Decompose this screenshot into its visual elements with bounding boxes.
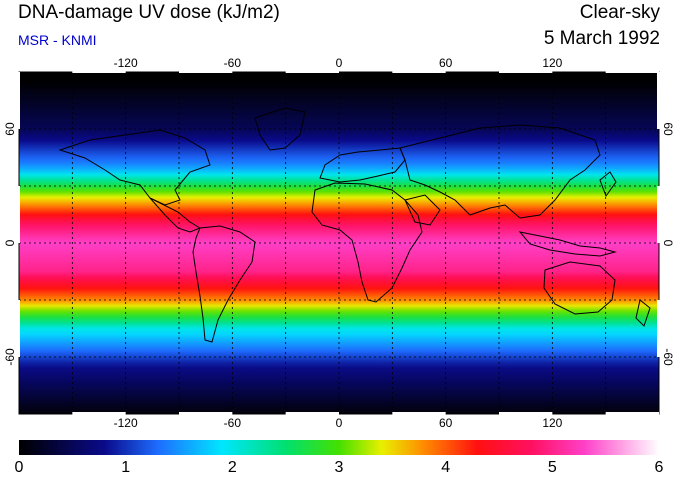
colorbar bbox=[19, 440, 659, 455]
lon-tick-label: 120 bbox=[542, 56, 562, 70]
colorbar-tick-label: 3 bbox=[334, 459, 344, 476]
frame-segment bbox=[657, 186, 660, 243]
lat-tick-label: -60 bbox=[3, 348, 17, 366]
graticule bbox=[19, 72, 659, 414]
coastline-south-america bbox=[192, 225, 256, 343]
lat-tick-label: -60 bbox=[661, 348, 675, 366]
coastline-indonesia bbox=[518, 231, 617, 257]
frame-segment bbox=[605, 70, 659, 73]
latitude-labels-right: 60 0 -60 bbox=[661, 122, 675, 366]
frame-segment bbox=[657, 300, 660, 357]
frame-segment bbox=[499, 70, 553, 73]
frame-segment bbox=[285, 70, 339, 73]
lon-tick-label: 60 bbox=[439, 416, 453, 430]
frame-segment bbox=[605, 412, 659, 415]
date-label: 5 March 1992 bbox=[543, 28, 660, 49]
source-label: MSR - KNMI bbox=[18, 32, 97, 48]
coastline-asia bbox=[399, 124, 601, 219]
lon-tick-label: -120 bbox=[114, 416, 138, 430]
colorbar-tick-label: 4 bbox=[441, 459, 451, 476]
colorbar-tick-label: 5 bbox=[547, 459, 557, 476]
frame-segment bbox=[657, 72, 660, 129]
colorbar-tick-label: 6 bbox=[654, 459, 664, 476]
latitude-labels-left: 60 0 -60 bbox=[3, 122, 17, 366]
coastline-australia bbox=[543, 261, 616, 315]
colorbar-tick-label: 2 bbox=[227, 459, 237, 476]
coastline-new-zealand bbox=[635, 299, 651, 327]
frame-segment bbox=[17, 72, 20, 129]
longitude-labels-bottom: -120 -60 0 60 120 bbox=[114, 416, 563, 430]
map-title: DNA-damage UV dose (kJ/m2) bbox=[18, 2, 280, 23]
frame-segment bbox=[499, 412, 553, 415]
colorbar-tick-label: 1 bbox=[121, 459, 131, 476]
coastlines bbox=[58, 107, 651, 343]
lon-tick-label: -60 bbox=[224, 56, 242, 70]
lat-tick-label: 0 bbox=[661, 240, 675, 247]
coastline-arabia bbox=[404, 194, 441, 226]
lon-tick-label: 60 bbox=[439, 56, 453, 70]
frame-segment bbox=[392, 70, 446, 73]
frame-segment bbox=[72, 412, 126, 415]
lon-tick-label: 0 bbox=[336, 416, 343, 430]
lat-tick-label: 60 bbox=[661, 122, 675, 136]
frame-ticks bbox=[17, 70, 660, 415]
frame-segment bbox=[285, 412, 339, 415]
lat-tick-label: 60 bbox=[3, 122, 17, 136]
lon-tick-label: -60 bbox=[224, 416, 242, 430]
map-panel: -120 -60 0 60 120 -120 -60 0 60 120 60 0 -60 60 0 -6… bbox=[3, 56, 675, 430]
lon-tick-label: 120 bbox=[542, 416, 562, 430]
coastline-greenland bbox=[254, 107, 306, 151]
coastline-north-america bbox=[58, 129, 211, 206]
coastline-japan bbox=[599, 171, 617, 198]
longitude-labels-top: -120 -60 0 60 120 bbox=[114, 56, 563, 70]
condition-label: Clear-sky bbox=[579, 2, 660, 23]
colorbar-tick-label: 0 bbox=[14, 459, 24, 476]
lon-tick-label: 0 bbox=[336, 56, 343, 70]
frame-segment bbox=[179, 70, 233, 73]
frame-segment bbox=[392, 412, 446, 415]
frame-segment bbox=[72, 70, 126, 73]
frame-segment bbox=[17, 300, 20, 357]
frame-segment bbox=[179, 412, 233, 415]
lon-tick-label: -120 bbox=[114, 56, 138, 70]
frame-segment bbox=[17, 186, 20, 243]
lat-tick-label: 0 bbox=[3, 239, 17, 246]
coastline-central-america bbox=[149, 197, 202, 233]
